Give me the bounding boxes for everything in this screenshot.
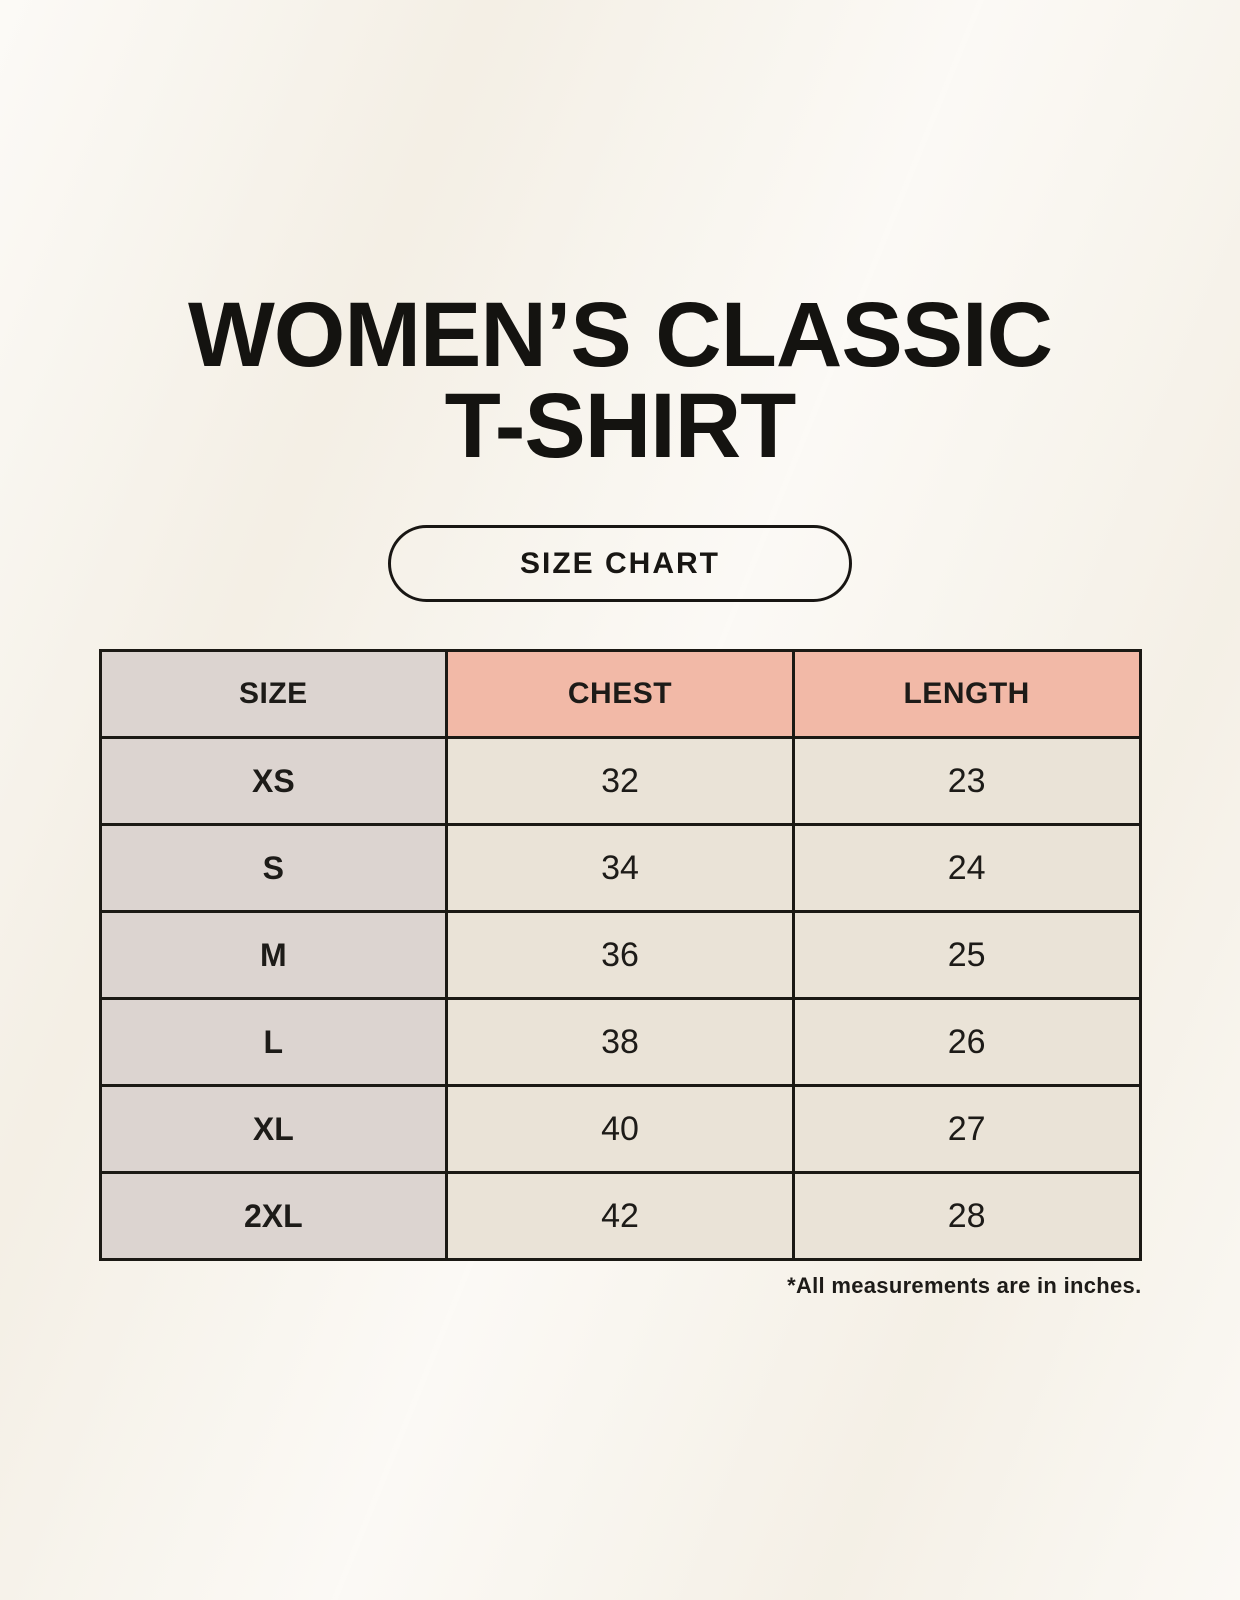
chest-value-xs: 32 <box>445 736 795 827</box>
chest-value-m: 36 <box>445 910 795 1001</box>
size-chart-button-label: SIZE CHART <box>520 546 720 580</box>
footnote-container: *All measurements are in inches. <box>99 1273 1142 1299</box>
chest-value-xl: 40 <box>445 1084 795 1175</box>
page-title: WOMEN’S CLASSIC T-SHIRT <box>0 289 1240 472</box>
size-label-2xl: 2XL <box>98 1171 449 1262</box>
length-value-xl: 27 <box>791 1084 1142 1175</box>
size-label-xs: XS <box>98 736 449 827</box>
table-row: XL 40 27 <box>98 1084 1142 1175</box>
measurements-footnote: *All measurements are in inches. <box>787 1273 1142 1299</box>
length-value-m: 25 <box>791 910 1142 1001</box>
chest-value-2xl: 42 <box>445 1171 795 1262</box>
table-row: L 38 26 <box>98 997 1142 1088</box>
table-row: 2XL 42 28 <box>98 1171 1142 1262</box>
size-chart-button[interactable]: SIZE CHART <box>388 525 852 603</box>
length-value-xs: 23 <box>791 736 1142 827</box>
size-label-m: M <box>98 910 449 1001</box>
table-row: XS 32 23 <box>98 736 1142 827</box>
column-header-length: LENGTH <box>791 649 1142 740</box>
page-title-line2: T-SHIRT <box>444 375 797 478</box>
size-chart-table: SIZE CHEST LENGTH XS 32 23 S 34 24 M 36 … <box>98 649 1142 1262</box>
length-value-s: 24 <box>791 823 1142 914</box>
chest-value-l: 38 <box>445 997 795 1088</box>
chest-value-s: 34 <box>445 823 795 914</box>
table-header-row: SIZE CHEST LENGTH <box>98 649 1142 740</box>
size-label-xl: XL <box>98 1084 449 1175</box>
column-header-size: SIZE <box>98 649 449 740</box>
size-label-l: L <box>98 997 449 1088</box>
table-row: S 34 24 <box>98 823 1142 914</box>
length-value-2xl: 28 <box>791 1171 1142 1262</box>
length-value-l: 26 <box>791 997 1142 1088</box>
table-row: M 36 25 <box>98 910 1142 1001</box>
page-title-line1: WOMEN’S CLASSIC <box>187 284 1053 386</box>
column-header-chest: CHEST <box>445 649 795 740</box>
size-label-s: S <box>98 823 449 914</box>
